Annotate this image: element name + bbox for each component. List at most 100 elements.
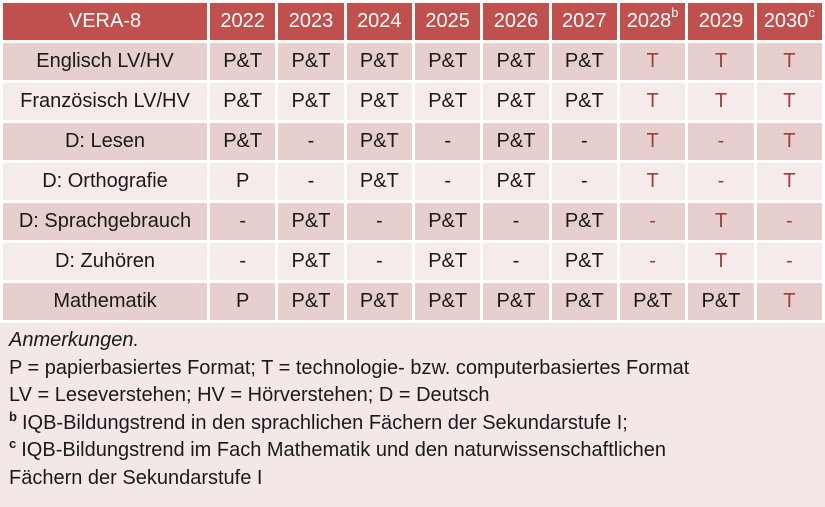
year-label: 2029	[698, 10, 744, 32]
table-cell: P&T	[483, 283, 549, 320]
table-cell: -	[210, 243, 276, 280]
row-label: Englisch LV/HV	[3, 43, 207, 80]
table-cell: P&T	[278, 43, 344, 80]
row-mathematik: Mathematik P P&T P&T P&T P&T P&T P&T P&T…	[3, 283, 822, 320]
table-cell: P&T	[346, 83, 412, 120]
table-cell: -	[688, 163, 754, 200]
row-d-lesen: D: Lesen P&T - P&T - P&T - T - T	[3, 123, 822, 160]
note-superscript: b	[9, 408, 17, 424]
table-cell: -	[483, 203, 549, 240]
row-label: D: Orthografie	[3, 163, 207, 200]
year-label: 2026	[493, 10, 539, 32]
table-cell: -	[756, 203, 822, 240]
table-cell: P&T	[346, 43, 412, 80]
year-header-2026: 2026	[483, 3, 549, 40]
table-cell: T	[619, 123, 686, 160]
table-cell: T	[688, 83, 754, 120]
note-line: P = papierbasiertes Format; T = technolo…	[9, 355, 816, 383]
table-cell: P&T	[278, 283, 344, 320]
year-header-2022: 2022	[210, 3, 276, 40]
table-cell: P&T	[346, 163, 412, 200]
year-header-2030: 2030c	[756, 3, 822, 40]
table-cell: P&T	[483, 123, 549, 160]
note-text: IQB-Bildungstrend im Fach Mathematik und…	[21, 439, 666, 461]
year-superscript: b	[671, 5, 679, 21]
note-line: LV = Leseverstehen; HV = Hörverstehen; D…	[9, 382, 816, 410]
table-cell: P&T	[414, 83, 481, 120]
table-cell: -	[756, 243, 822, 280]
year-label: 2022	[220, 10, 265, 32]
table-cell: P&T	[414, 203, 481, 240]
row-d-zuhoeren: D: Zuhören - P&T - P&T - P&T - T -	[3, 243, 822, 280]
table-title-cell: VERA-8	[3, 3, 207, 40]
table-cell: T	[688, 43, 754, 80]
note-text: Fächern der Sekundarstufe I	[9, 466, 263, 489]
note-text: LV = Leseverstehen; HV = Hörverstehen; D…	[9, 384, 490, 406]
note-text: IQB-Bildungstrend in den sprachlichen Fä…	[21, 411, 628, 434]
table-header-row: VERA-8 2022 2023 2024 2025 2026 2027 202…	[3, 3, 822, 40]
table-cell: T	[688, 203, 754, 240]
table-cell: P&T	[551, 203, 617, 240]
row-englisch: Englisch LV/HV P&T P&T P&T P&T P&T P&T T…	[3, 43, 822, 80]
table-cell: P&T	[551, 243, 617, 280]
year-label: 2030	[763, 10, 809, 32]
row-label: Französisch LV/HV	[3, 83, 207, 120]
table-cell: P&T	[210, 123, 276, 160]
table-cell: -	[551, 163, 617, 200]
year-label: 2023	[288, 10, 334, 32]
table-cell: P&T	[346, 123, 412, 160]
table-cell: -	[346, 243, 412, 280]
note-line: b IQB-Bildungstrend in den sprachlichen F…	[9, 410, 816, 438]
table-cell: P&T	[210, 83, 276, 120]
table-cell: -	[619, 203, 686, 240]
table-cell: -	[551, 123, 617, 160]
table-cell: P&T	[688, 283, 754, 320]
table-cell: P&T	[619, 283, 686, 320]
table-cell: -	[619, 243, 686, 280]
row-label: Mathematik	[3, 283, 207, 320]
table-cell: P&T	[278, 243, 344, 280]
table-cell: P	[210, 163, 276, 200]
table-cell: P&T	[414, 283, 481, 320]
table-cell: P&T	[346, 283, 412, 320]
note-line: Fächern der Sekundarstufe I	[9, 465, 816, 493]
year-header-2028: 2028b	[619, 3, 686, 40]
table-cell: -	[346, 203, 412, 240]
table-cell: P&T	[414, 43, 481, 80]
row-label: D: Zuhören	[3, 243, 207, 280]
row-d-sprachgebrauch: D: Sprachgebrauch - P&T - P&T - P&T - T …	[3, 203, 822, 240]
table-cell: P&T	[278, 83, 344, 120]
table-cell: P	[210, 283, 276, 320]
table-cell: P&T	[551, 43, 617, 80]
notes-section: Anmerkungen. P = papierbasiertes Format;…	[0, 323, 825, 507]
table-cell: -	[414, 123, 481, 160]
year-header-2024: 2024	[346, 3, 412, 40]
table-cell: T	[619, 83, 686, 120]
vera8-schedule-table: VERA-8 2022 2023 2024 2025 2026 2027 202…	[3, 3, 822, 320]
table-cell: P&T	[483, 83, 549, 120]
notes-heading: Anmerkungen.	[9, 329, 140, 351]
year-header-2029: 2029	[688, 3, 754, 40]
year-header-2027: 2027	[551, 3, 617, 40]
year-label: 2025	[425, 10, 470, 32]
table-cell: -	[278, 123, 344, 160]
year-header-2023: 2023	[278, 3, 344, 40]
table-cell: P&T	[551, 283, 617, 320]
table-cell: T	[756, 83, 822, 120]
table-cell: T	[756, 43, 822, 80]
row-label: D: Lesen	[3, 123, 207, 160]
year-label: 2024	[357, 10, 402, 32]
table-cell: P&T	[483, 43, 549, 80]
table-cell: P&T	[278, 203, 344, 240]
table-cell: P&T	[483, 163, 549, 200]
table-cell: P&T	[551, 83, 617, 120]
table-cell: T	[619, 43, 686, 80]
note-line: c IQB-Bildungstrend im Fach Mathematik un…	[9, 437, 816, 465]
year-label: 2028	[626, 10, 672, 32]
year-superscript: c	[808, 5, 815, 21]
table-cell: P&T	[210, 43, 276, 80]
note-text: P = papierbasiertes Format; T = technolo…	[9, 356, 690, 379]
row-d-orthografie: D: Orthografie P - P&T - P&T - T - T	[3, 163, 822, 200]
table-cell: -	[483, 243, 549, 280]
